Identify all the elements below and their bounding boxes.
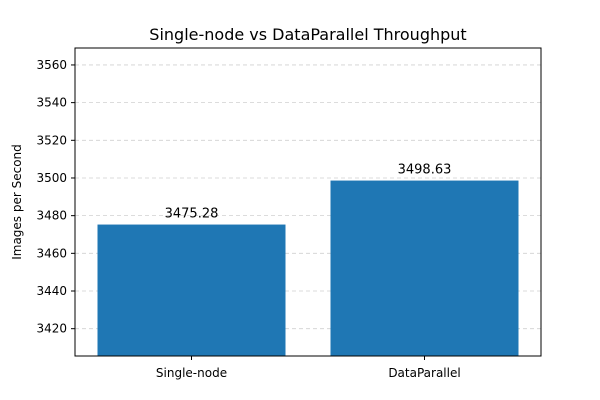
data-label-1: 3498.63 [398,163,452,178]
y-tick-label-7: 3560 [36,58,67,72]
y-tick-label-5: 3520 [36,133,67,147]
x-axis-ticks: Single-node DataParallel [156,356,461,380]
y-tick-label-6: 3540 [36,96,67,110]
data-labels: 3475.28 3498.63 [165,163,452,222]
y-axis-label: Images per Second [10,144,24,260]
y-tick-label-1: 3440 [36,284,67,298]
x-tick-label-0: Single-node [156,366,227,380]
y-tick-label-0: 3420 [36,322,67,336]
chart-title: Single-node vs DataParallel Throughput [149,25,466,44]
y-tick-label-2: 3460 [36,246,67,260]
y-tick-label-3: 3480 [36,209,67,223]
bar-single-node [97,224,286,356]
y-axis-ticks: 3420 3440 3460 3480 3500 3520 3540 3560 [36,58,75,336]
plot-frame [74,47,542,357]
bar-dataparallel [330,180,519,356]
y-tick-label-4: 3500 [36,171,67,185]
data-label-0: 3475.28 [165,207,219,222]
bars [97,180,519,356]
x-tick-label-1: DataParallel [388,366,460,380]
